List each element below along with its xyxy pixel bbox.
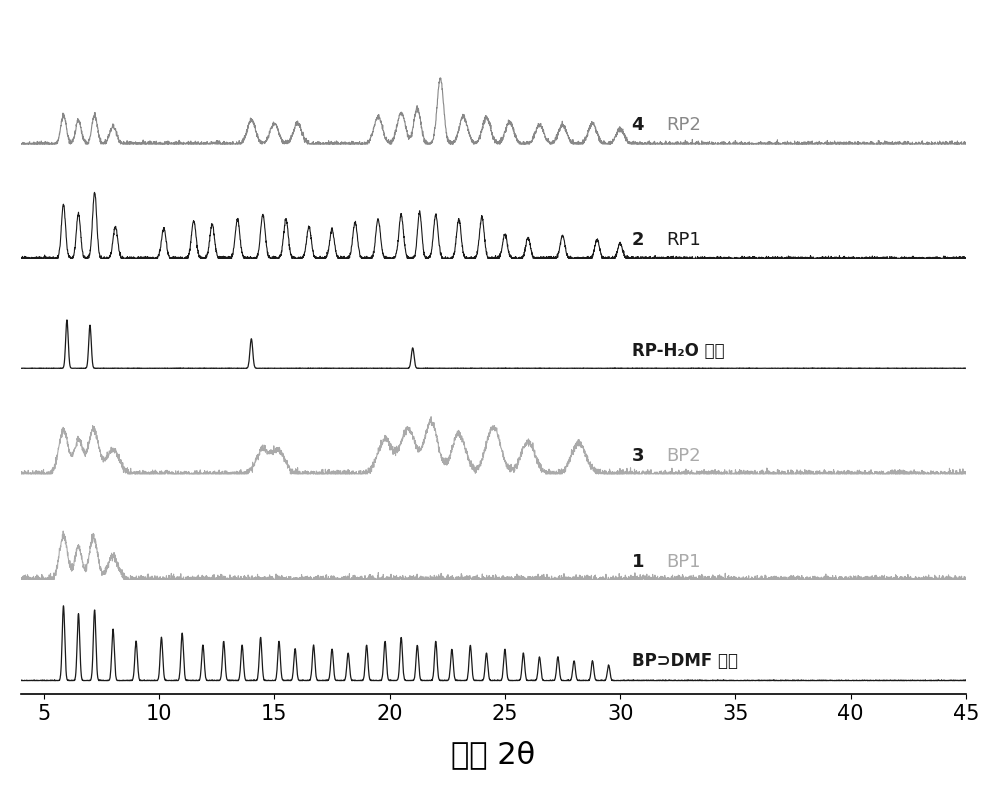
- Text: BP2: BP2: [666, 447, 701, 465]
- Text: 3: 3: [632, 447, 644, 465]
- Text: RP1: RP1: [666, 231, 701, 249]
- Text: 4: 4: [632, 116, 644, 134]
- Text: 2: 2: [632, 231, 644, 249]
- Text: BP1: BP1: [666, 553, 701, 571]
- X-axis label: 角度 2θ: 角度 2θ: [451, 740, 535, 769]
- Text: 1: 1: [632, 553, 644, 571]
- Text: RP2: RP2: [666, 116, 701, 134]
- Text: RP-H₂O 模拟: RP-H₂O 模拟: [632, 342, 724, 360]
- Text: BP⊃DMF 模拟: BP⊃DMF 模拟: [632, 653, 738, 670]
